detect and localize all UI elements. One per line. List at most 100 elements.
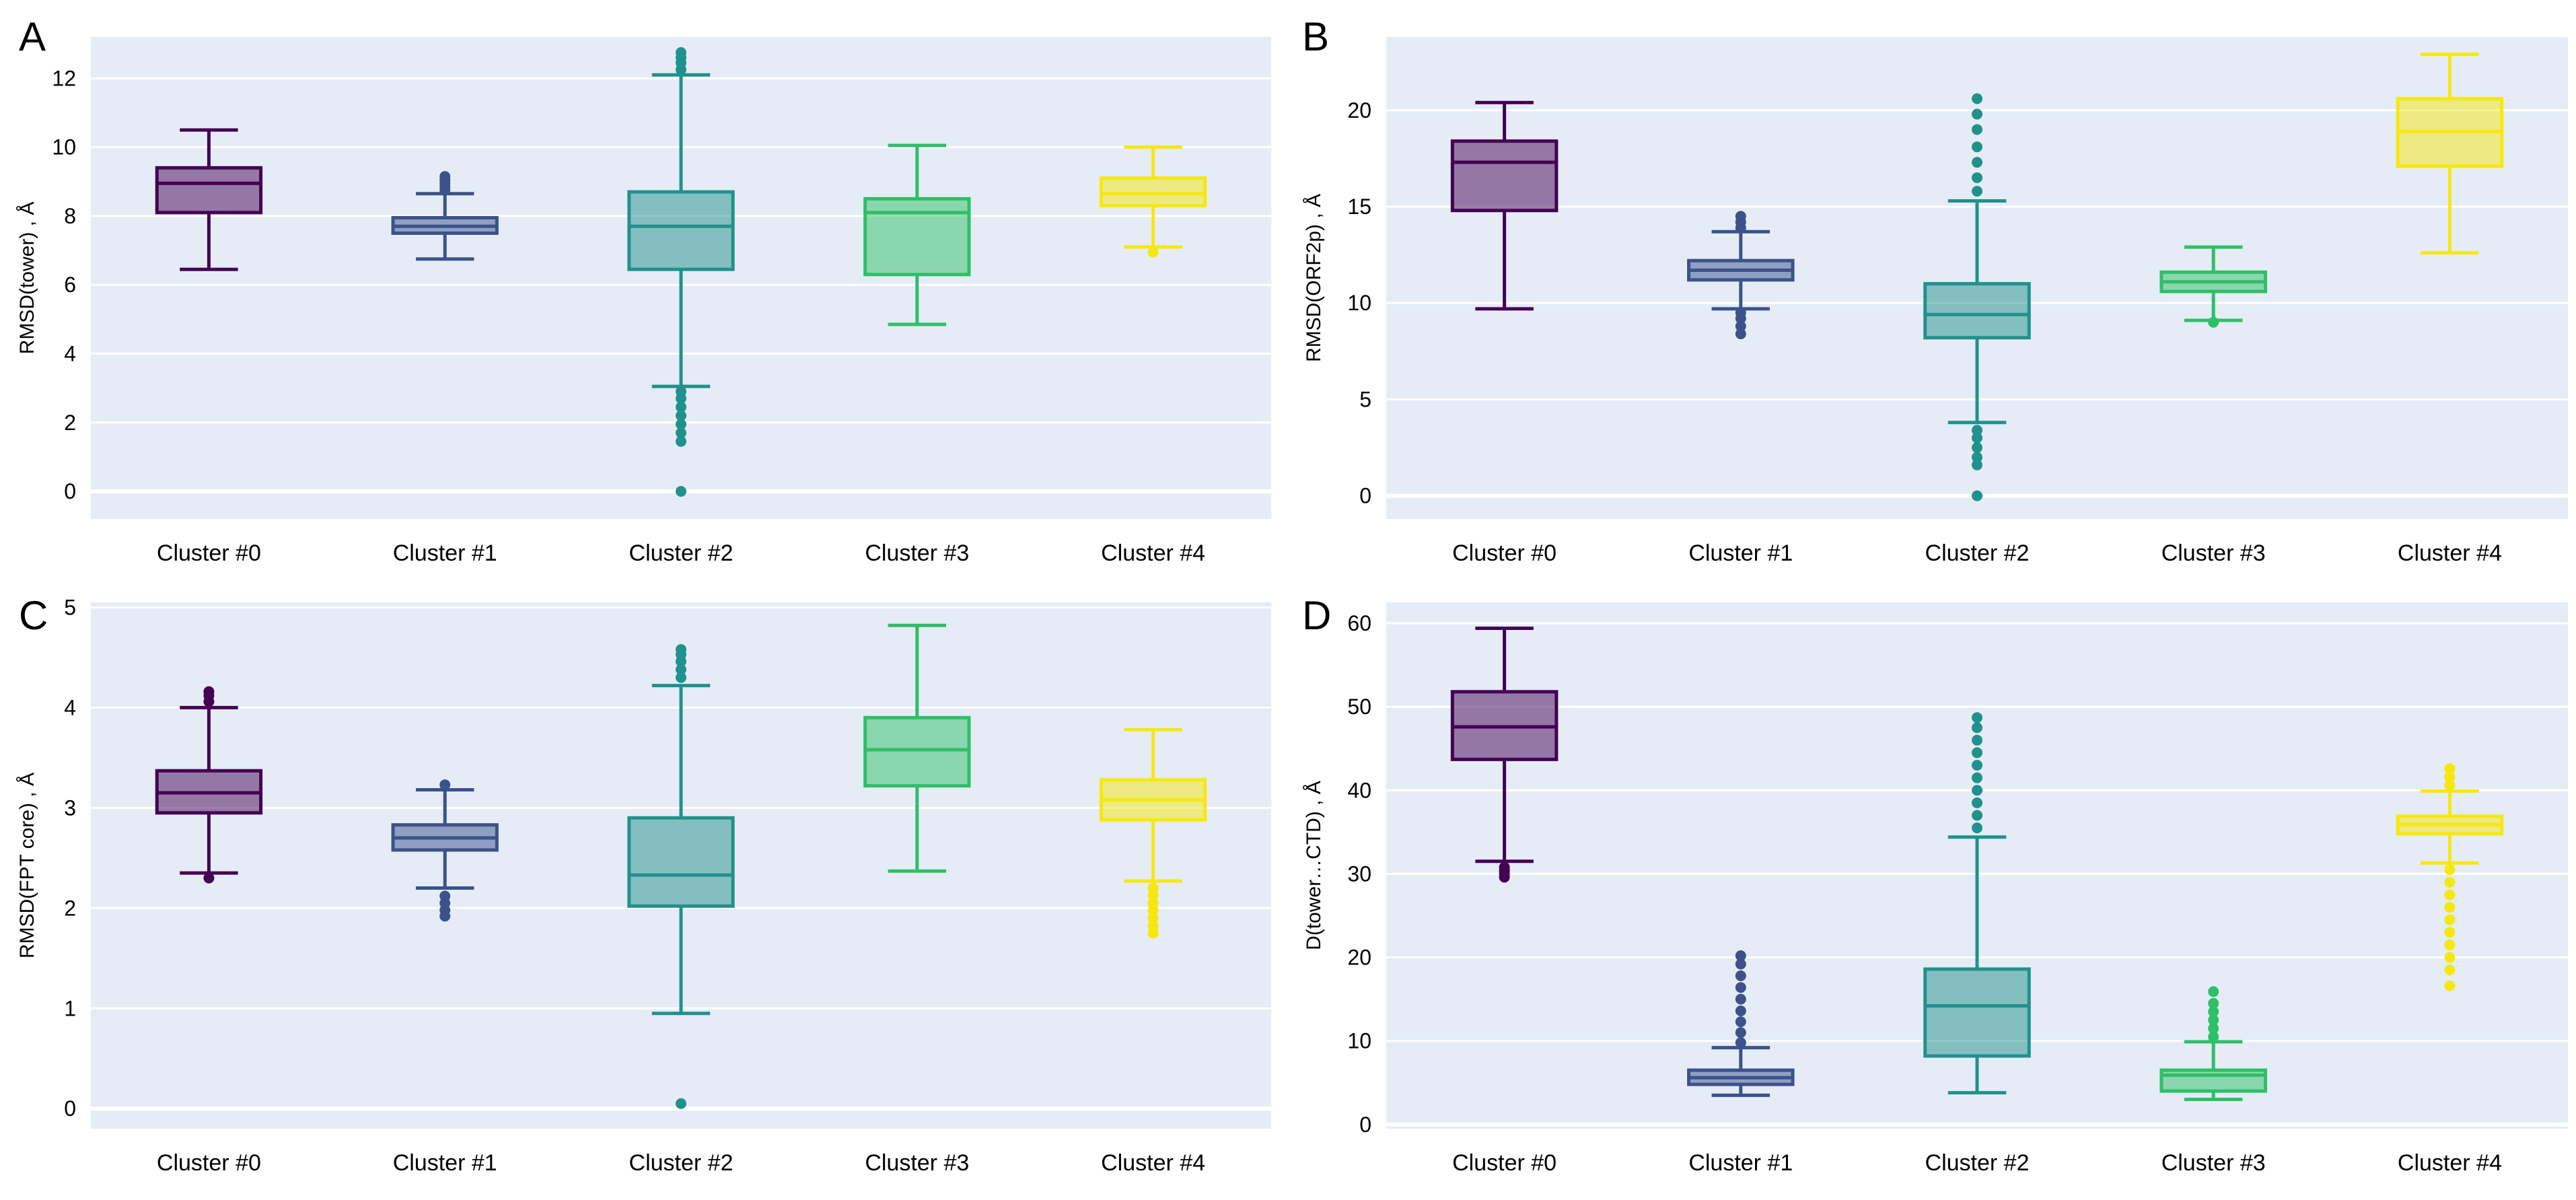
panel-d: D D(tower…CTD) , Å 0 10 20 30 40 50 60 Cluster…: [1302, 593, 2568, 1176]
panel-c-ytick-label: 5: [64, 595, 76, 619]
panel-b-xticks: Cluster #0 Cluster #1 Cluster #2 Cluster #3…: [1452, 540, 2502, 566]
outlier-point: [1972, 747, 1982, 758]
panel-c-box-cluster-3: [863, 623, 971, 873]
outlier-point: [2208, 997, 2219, 1009]
panel-b-box-cluster-4: [2396, 52, 2504, 255]
panel-b-ytick-label: 20: [1347, 98, 1371, 122]
panel-c-box-cluster-2: [627, 644, 735, 1109]
outlier-point: [1972, 772, 1982, 783]
panel-a-xtick-label: Cluster #3: [865, 540, 969, 566]
outlier-point: [439, 171, 451, 182]
outlier-point: [676, 401, 686, 413]
outlier-point: [1735, 950, 1746, 962]
panel-c-box-cluster-4: [1099, 728, 1207, 939]
outlier-point: [676, 419, 686, 430]
outlier-point: [676, 386, 686, 397]
panel-d-xtick-label: Cluster #4: [2398, 1150, 2502, 1176]
outlier-point: [2444, 771, 2456, 783]
box-iqr: [1099, 176, 1207, 208]
panel-b-ytick-label: 15: [1347, 195, 1371, 219]
panel-b-xtick-label: Cluster #1: [1688, 540, 1793, 566]
panel-a-ytick-label: 8: [64, 204, 76, 228]
panel-d-box-cluster-4: [2396, 763, 2504, 991]
panel-a-box-cluster-2: [627, 47, 735, 497]
outlier-point: [1735, 1016, 1746, 1028]
panel-b-xtick-label: Cluster #2: [1925, 540, 2030, 566]
outlier-point: [2444, 779, 2456, 791]
panel-c-ylabel: RMSD(FPT core) , Å: [16, 773, 38, 958]
outlier-point: [1972, 432, 1982, 444]
outlier-point: [1972, 797, 1982, 808]
outlier-point: [2444, 889, 2456, 901]
panel-a-ytick-label: 6: [64, 273, 76, 297]
outlier-point: [1972, 822, 1982, 834]
outlier-point: [1735, 993, 1746, 1005]
panel-a-boxes: [155, 47, 1207, 497]
outlier-point: [2208, 1014, 2219, 1026]
panel-b-ytick-label: 10: [1347, 291, 1371, 315]
outlier-point: [2444, 914, 2456, 925]
outlier-point: [2208, 316, 2219, 328]
outlier-point: [1735, 328, 1746, 340]
panel-a-xticks: Cluster #0 Cluster #1 Cluster #2 Cluster #3…: [157, 540, 1205, 566]
box-iqr: [863, 715, 971, 788]
outlier-point: [1735, 982, 1746, 993]
box-iqr: [1450, 139, 1559, 213]
panel-a-box-cluster-3: [863, 143, 971, 326]
panel-b-ylabel: RMSD(ORF2p) , Å: [1303, 194, 1325, 362]
outlier-point: [1147, 913, 1159, 924]
outlier-point: [439, 779, 451, 791]
outlier-point: [1972, 712, 1982, 723]
outlier-point: [1972, 734, 1982, 746]
outlier-point: [1972, 141, 1982, 153]
outlier-point: [1147, 246, 1159, 258]
panel-b-xtick-label: Cluster #0: [1452, 540, 1557, 566]
panel-b-boxes: [1450, 52, 2504, 501]
outlier-point: [1972, 760, 1982, 771]
outlier-point: [2444, 927, 2456, 938]
panel-a-ytick-label: 4: [64, 342, 76, 366]
outlier-point: [2444, 876, 2456, 888]
box-iqr: [1923, 282, 2031, 340]
outlier-point: [1735, 211, 1746, 222]
panel-a-box-cluster-0: [155, 128, 263, 271]
panel-d-xticks: Cluster #0 Cluster #1 Cluster #2 Cluster #3…: [1452, 1150, 2502, 1176]
outlier-point: [2208, 1006, 2219, 1018]
outlier-point: [1972, 172, 1982, 184]
panel-a-ytick-label: 0: [64, 479, 76, 503]
panel-a-ytick-label: 2: [64, 411, 76, 435]
outlier-point: [1972, 157, 1982, 168]
outlier-point: [439, 890, 451, 902]
box-iqr: [1923, 967, 2031, 1058]
outlier-point: [203, 686, 215, 697]
outlier-point: [1735, 958, 1746, 970]
outlier-point: [2444, 939, 2456, 950]
panel-a-yticks: 0 2 4 6 8 10 12: [52, 66, 76, 503]
panel-c-xticks: Cluster #0 Cluster #1 Cluster #2 Cluster #3…: [157, 1150, 1205, 1176]
panel-c-ytick-label: 1: [64, 996, 76, 1020]
panel-c-box-cluster-1: [391, 779, 499, 922]
outlier-point: [1147, 882, 1159, 894]
panel-d-xtick-label: Cluster #2: [1925, 1150, 2030, 1176]
panel-c-ytick-label: 0: [64, 1096, 76, 1121]
panel-d-yticks: 0 10 20 30 40 50 60: [1347, 611, 1371, 1137]
panel-d-ytick-label: 50: [1347, 695, 1371, 719]
panel-c-yticks: 0 1 2 3 4 5: [64, 595, 76, 1121]
panel-c-xtick-label: Cluster #2: [629, 1150, 734, 1176]
panel-b-xtick-label: Cluster #4: [2398, 540, 2502, 566]
outlier-point: [1499, 861, 1510, 873]
outlier-point: [2444, 952, 2456, 963]
panel-d-xtick-label: Cluster #1: [1688, 1150, 1793, 1176]
outlier-point: [1972, 93, 1982, 104]
panel-b-yticks: 0 5 10 15 20: [1347, 98, 1371, 508]
outlier-point: [1735, 970, 1746, 981]
panel-b-box-cluster-1: [1687, 211, 1795, 340]
outlier-point: [1972, 124, 1982, 135]
panel-d-ytick-label: 60: [1347, 611, 1371, 635]
panel-c-box-cluster-0: [155, 686, 263, 884]
outlier-point: [1972, 810, 1982, 821]
outlier-point: [2444, 980, 2456, 991]
panel-d-ytick-label: 40: [1347, 778, 1371, 802]
